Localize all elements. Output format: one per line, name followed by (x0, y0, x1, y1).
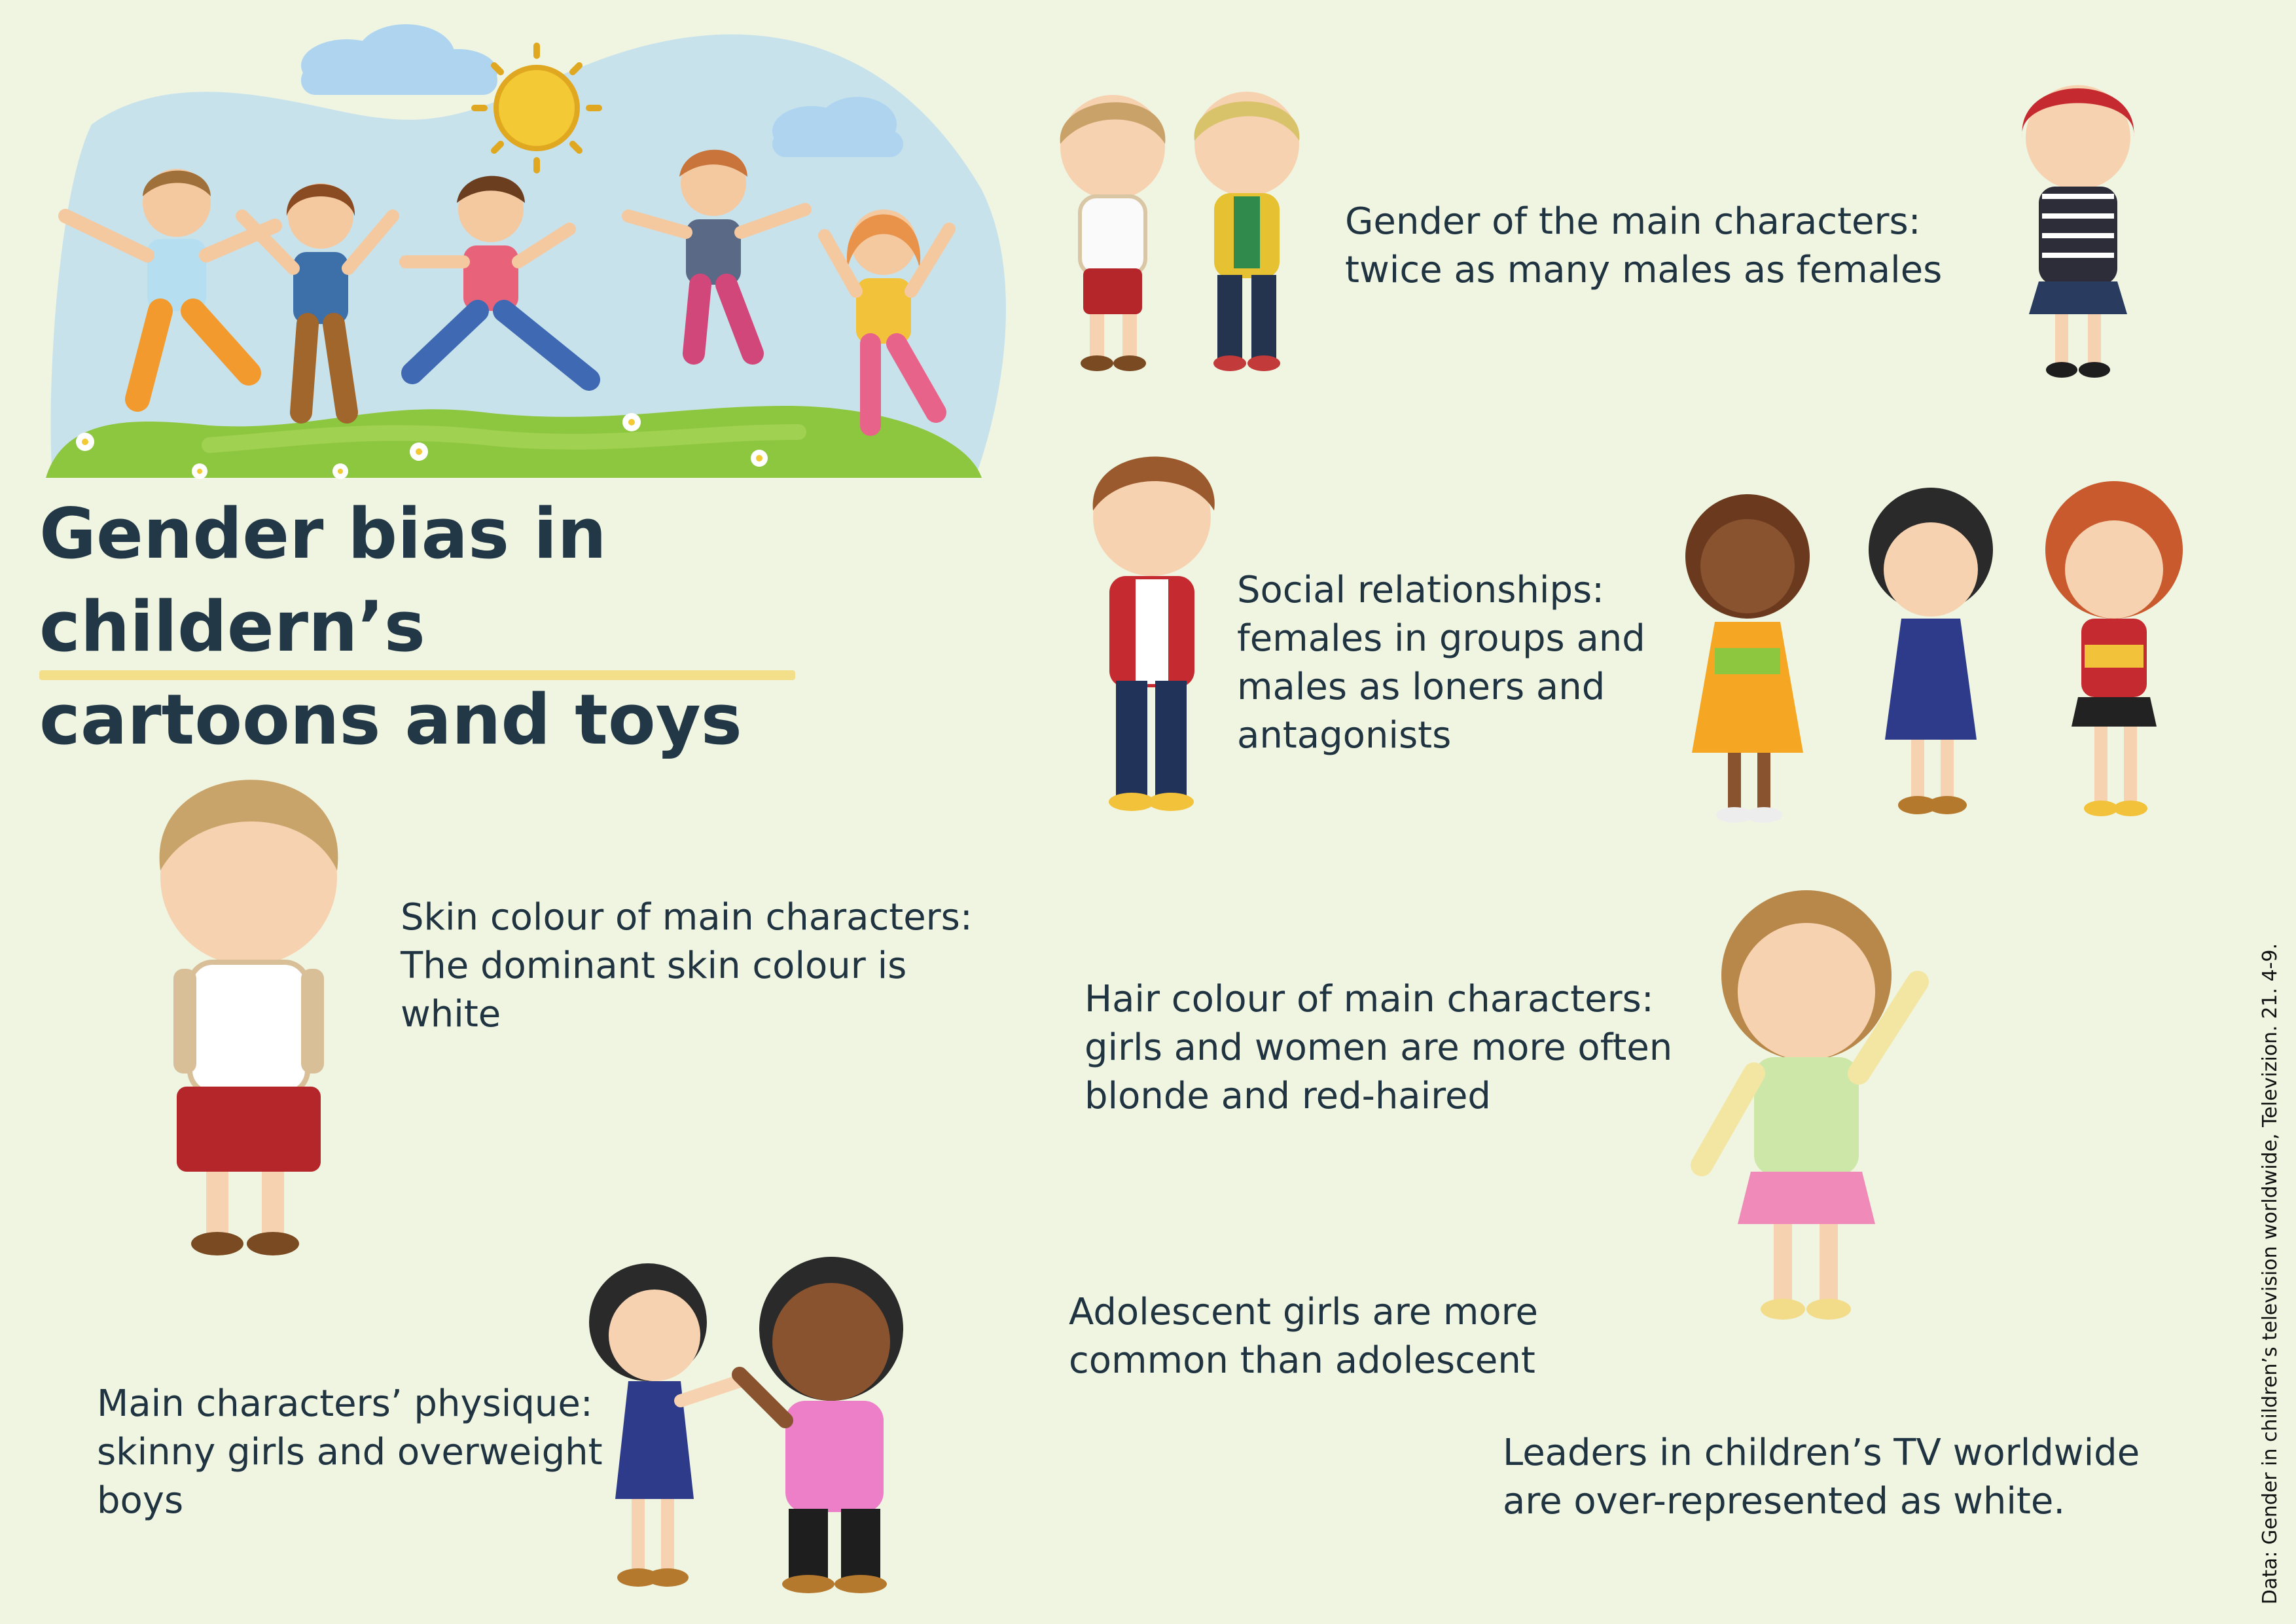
fact-main-characters: Gender of the main characters: twice as … (1345, 198, 1942, 295)
child-figure-icon (2045, 481, 2183, 816)
child-figure-icon (818, 209, 956, 436)
child-figure-icon (2022, 85, 2134, 378)
fact-line: twice as many males as females (1345, 249, 1943, 291)
fact-line: females in groups and (1237, 617, 1645, 660)
fact-line: antagonists (1237, 714, 1452, 757)
fact-line: Social relationships: (1237, 569, 1605, 611)
title-underline (39, 670, 795, 680)
child-figure-icon (732, 1257, 903, 1593)
fact-line: males as loners and (1237, 666, 1605, 708)
fact-line: Main characters’ physique: (97, 1382, 593, 1425)
child-figure-icon (159, 780, 338, 1255)
fact-line: skinny girls and overweight (97, 1431, 603, 1473)
child-figure-icon (1691, 890, 1929, 1320)
fact-line: are over-represented as white. (1503, 1480, 2066, 1523)
fact-leaders: Leaders in children’s TV worldwide are o… (1503, 1429, 2140, 1526)
cloud-icon (772, 97, 903, 157)
child-figure-icon (1060, 95, 1166, 371)
fact-line: Adolescent girls are more (1069, 1291, 1538, 1333)
jumping-kids-illustration (46, 24, 1007, 479)
fact-line: white (401, 993, 501, 1036)
fact-hair-colour: Hair colour of main characters: girls an… (1085, 975, 1672, 1121)
two-boys-illustration (1060, 92, 1300, 371)
child-figure-icon (236, 183, 399, 424)
fact-skin-colour: Skin colour of main characters: The domi… (401, 893, 973, 1039)
fact-line: girls and women are more often (1085, 1026, 1673, 1069)
child-figure-icon (58, 169, 282, 412)
fact-adolescent-girls: Adolescent girls are more common than ad… (1069, 1288, 1538, 1385)
flower-center (82, 419, 762, 474)
title-line-1: Gender bias in childern’s (39, 494, 607, 667)
three-girls-illustration (1685, 481, 2183, 823)
fact-line: The dominant skin colour is (401, 945, 907, 987)
child-figure-icon (1092, 456, 1215, 811)
child-figure-icon (1685, 494, 1810, 823)
source-note: Data: Gender in children’s television wo… (2259, 943, 2282, 1604)
child-figure-icon (1194, 92, 1300, 371)
fact-social-relationships: Social relationships: females in groups … (1237, 566, 1645, 760)
child-figure-icon (622, 149, 812, 365)
fact-line: Hair colour of main characters: (1085, 978, 1654, 1020)
child-figure-icon (399, 175, 600, 391)
girl-red-hat-illustration (2022, 85, 2134, 378)
fact-line: Skin colour of main characters: (401, 896, 973, 939)
child-figure-icon (1869, 488, 1993, 814)
fact-line: boys (97, 1479, 184, 1522)
girl-and-boy-illustration (589, 1257, 903, 1593)
boy-red-jacket-illustration (1092, 456, 1215, 811)
cloud-icon (301, 24, 497, 95)
fact-line: blonde and red-haired (1085, 1075, 1491, 1117)
sun-icon (471, 43, 602, 173)
title-line-2: cartoons and toys (39, 679, 742, 760)
blonde-boy-illustration (159, 780, 338, 1255)
waving-girl-illustration (1691, 890, 1929, 1320)
fact-physique: Main characters’ physique: skinny girls … (97, 1380, 603, 1525)
page-title: Gender bias in childern’s cartoons and t… (39, 488, 956, 767)
child-figure-icon (589, 1263, 746, 1587)
fact-line: Gender of the main characters: (1345, 200, 1921, 243)
fact-line: common than adolescent (1069, 1339, 1535, 1382)
fact-line: Leaders in children’s TV worldwide (1503, 1432, 2140, 1474)
